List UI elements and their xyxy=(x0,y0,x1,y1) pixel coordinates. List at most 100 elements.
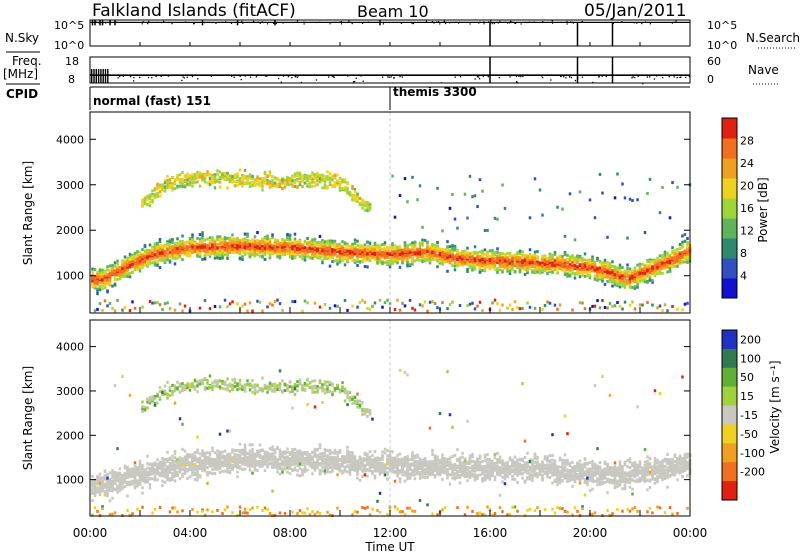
power-cell xyxy=(363,300,367,304)
power-cell xyxy=(608,279,612,283)
power-cell xyxy=(391,253,394,257)
power-cell xyxy=(558,259,562,263)
power-cell xyxy=(323,257,327,261)
noise-point xyxy=(262,21,264,24)
power-cell xyxy=(418,241,422,245)
power-cell xyxy=(648,265,652,269)
power-cell xyxy=(438,258,442,262)
power-cell xyxy=(643,274,647,278)
power-cell xyxy=(226,254,229,258)
nave-point xyxy=(515,81,518,83)
power-cell xyxy=(301,252,304,256)
power-cell xyxy=(348,245,352,249)
power-cell xyxy=(556,257,559,261)
nave-point xyxy=(440,82,443,84)
power-cell xyxy=(331,255,334,259)
nave-point xyxy=(568,75,571,77)
power-cell xyxy=(356,257,359,261)
power-cell xyxy=(641,262,644,266)
power-cell xyxy=(611,268,614,272)
power-cell xyxy=(276,250,279,254)
power-cell xyxy=(491,263,494,267)
power-cell xyxy=(238,177,242,181)
power-cell xyxy=(213,180,217,184)
power-cell xyxy=(356,192,359,196)
power-cell xyxy=(303,246,307,250)
power-cell xyxy=(126,270,129,274)
power-cell xyxy=(608,265,612,269)
power-cell xyxy=(346,189,349,193)
power-cell xyxy=(118,273,122,277)
power-cell xyxy=(471,301,474,305)
power-cell xyxy=(278,302,282,306)
power-cell xyxy=(148,200,152,204)
noise-point xyxy=(491,23,493,25)
nave-point xyxy=(352,81,355,83)
power-cell xyxy=(366,200,369,204)
power-cell xyxy=(113,264,117,268)
power-cell xyxy=(261,245,264,249)
noise-left-tick-top: 10^5 xyxy=(54,19,84,32)
power-cell xyxy=(628,270,632,274)
power-cell xyxy=(356,250,359,254)
power-cell xyxy=(588,264,592,268)
power-cell xyxy=(563,273,567,277)
power-cell xyxy=(151,256,154,260)
power-cell xyxy=(683,258,687,262)
power-cell xyxy=(241,184,244,188)
noise-point xyxy=(444,21,446,23)
power-cell xyxy=(338,186,342,190)
power-cell xyxy=(466,246,469,250)
power-cell xyxy=(386,298,389,302)
power-cell xyxy=(191,184,194,188)
power-cell xyxy=(533,267,537,271)
power-cell xyxy=(96,287,99,291)
power-cell xyxy=(588,268,592,272)
power-cell xyxy=(553,268,557,272)
power-cell xyxy=(413,240,417,244)
power-cell xyxy=(376,250,379,254)
power-cell xyxy=(648,258,652,262)
power-cell xyxy=(288,250,292,254)
power-cell xyxy=(453,248,457,252)
power-cell xyxy=(158,257,162,261)
power-cell xyxy=(588,270,592,274)
power-cell xyxy=(471,267,474,271)
power-cell xyxy=(293,300,297,304)
power-cell xyxy=(113,261,117,265)
power-cell xyxy=(668,269,672,273)
power-cell xyxy=(366,258,369,262)
power-cell xyxy=(158,194,162,198)
power-cell xyxy=(643,265,647,269)
power-cell xyxy=(616,172,619,176)
power-cell xyxy=(123,262,127,266)
power-cell xyxy=(483,260,487,264)
power-cell xyxy=(228,244,232,248)
power-cell xyxy=(303,177,307,181)
power-cell xyxy=(448,260,452,264)
power-cell xyxy=(153,263,157,267)
nave-point xyxy=(459,76,462,78)
power-cell xyxy=(661,271,664,275)
power-cell xyxy=(321,173,324,177)
power-cell xyxy=(351,250,354,254)
power-cell xyxy=(676,262,679,266)
power-cell xyxy=(283,182,287,186)
power-cell xyxy=(583,264,587,268)
power-cell xyxy=(473,245,477,249)
power-cell xyxy=(428,246,432,250)
power-cell xyxy=(318,175,322,179)
power-cell xyxy=(638,262,642,266)
power-cell xyxy=(383,301,387,305)
power-cell xyxy=(226,246,229,250)
power-cell xyxy=(191,235,194,239)
power-cell xyxy=(231,246,234,250)
power-cell xyxy=(363,256,367,260)
power-cell xyxy=(668,216,672,220)
power-cell xyxy=(593,216,597,220)
power-cell xyxy=(106,275,109,279)
power-cell xyxy=(216,238,219,242)
noise-point xyxy=(215,22,217,24)
power-cell xyxy=(546,300,549,304)
